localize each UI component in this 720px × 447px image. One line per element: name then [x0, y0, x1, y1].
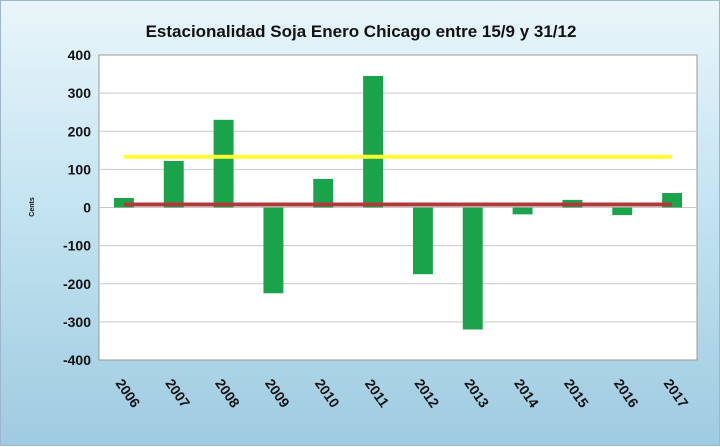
- y-axis-ticks: 400 300 200 100 0 -100 -200 -300 -400: [63, 47, 91, 368]
- x-tick-label: 2012: [412, 376, 443, 411]
- y-tick-label: -100: [63, 238, 91, 254]
- bar-2013: [462, 207, 483, 330]
- x-tick-label: 2017: [661, 376, 692, 411]
- x-tick-label: 2006: [113, 376, 144, 411]
- y-tick-label: -300: [63, 314, 91, 330]
- x-tick-label: 2009: [262, 376, 293, 411]
- x-tick-label: 2010: [312, 376, 343, 411]
- y-tick-label: 400: [68, 47, 92, 63]
- x-tick-label: 2011: [362, 376, 393, 410]
- bar-2016: [612, 207, 633, 216]
- y-tick-label: -200: [63, 276, 91, 292]
- y-tick-label: 200: [68, 123, 92, 139]
- gridlines: [99, 92, 697, 323]
- bar-2007: [163, 160, 184, 208]
- x-tick-label: 2007: [162, 376, 193, 411]
- x-tick-label: 2015: [561, 376, 592, 411]
- x-axis-ticks: 2006 2007 2008 2009 2010 2011 2012 2013 2014 2015…: [113, 376, 692, 411]
- x-tick-label: 2014: [511, 376, 542, 411]
- bar-2009: [263, 207, 284, 294]
- chart-title: Estacionalidad Soja Enero Chicago entre …: [146, 22, 577, 41]
- bar-2012: [412, 207, 433, 275]
- y-tick-label: -400: [63, 352, 91, 368]
- x-tick-label: 2013: [461, 376, 492, 411]
- y-tick-label: 0: [83, 200, 91, 216]
- bar-series: [113, 75, 683, 330]
- x-tick-label: 2008: [212, 376, 243, 411]
- bar-2014: [512, 207, 533, 215]
- y-tick-label: 100: [68, 161, 92, 177]
- y-axis-label: Cents: [29, 197, 36, 217]
- reference-lines: [123, 154, 673, 207]
- bar-2008: [213, 119, 234, 208]
- bar-2011: [363, 75, 384, 208]
- y-tick-label: 300: [68, 85, 92, 101]
- bar-2010: [313, 178, 334, 208]
- x-tick-label: 2016: [611, 376, 642, 411]
